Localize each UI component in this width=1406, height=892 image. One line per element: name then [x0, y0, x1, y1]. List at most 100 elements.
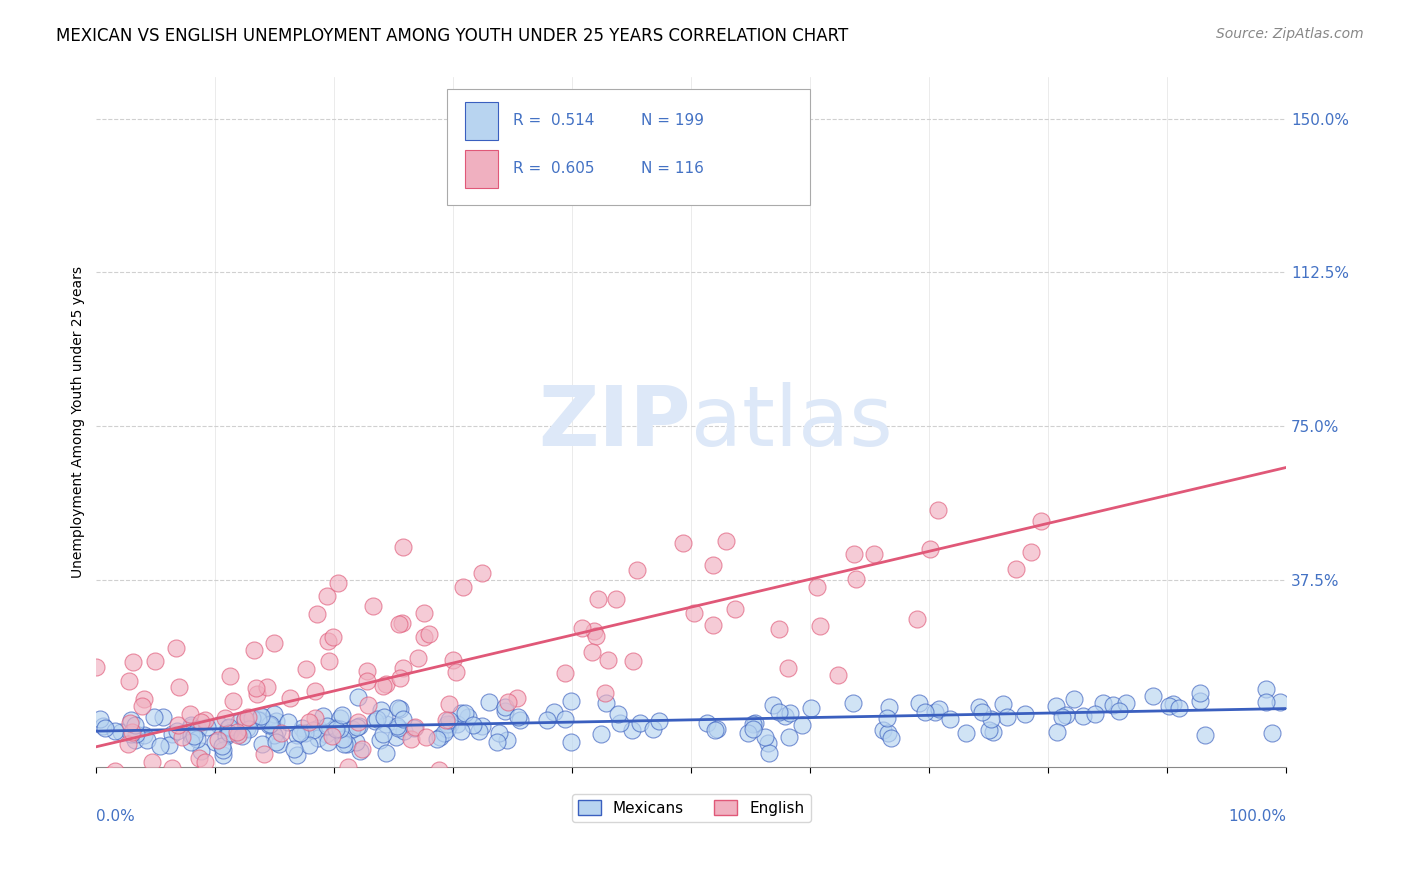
- Point: [366, 712, 388, 726]
- Point: [630, 715, 652, 730]
- Point: [744, 715, 766, 730]
- Point: [218, 726, 240, 740]
- Point: [404, 720, 426, 734]
- Point: [1029, 514, 1052, 528]
- Point: [696, 715, 718, 730]
- Point: [370, 703, 392, 717]
- Point: [433, 726, 456, 740]
- Point: [702, 558, 724, 572]
- Point: [536, 713, 558, 727]
- Point: [250, 737, 273, 751]
- Point: [955, 725, 977, 739]
- Point: [450, 706, 472, 720]
- Point: [135, 732, 157, 747]
- Point: [226, 728, 249, 742]
- Point: [509, 714, 531, 728]
- Point: [278, 691, 301, 706]
- Point: [287, 728, 309, 742]
- Point: [385, 719, 408, 733]
- Point: [704, 723, 727, 738]
- Point: [1163, 697, 1185, 711]
- Point: [162, 761, 184, 775]
- Point: [294, 726, 316, 740]
- Text: atlas: atlas: [692, 382, 893, 463]
- Point: [453, 580, 475, 594]
- Point: [104, 764, 127, 778]
- Point: [543, 705, 565, 719]
- Point: [967, 700, 990, 714]
- Point: [94, 721, 117, 735]
- Point: [194, 755, 217, 769]
- Point: [134, 691, 156, 706]
- Point: [219, 723, 242, 737]
- Point: [315, 726, 337, 740]
- Point: [495, 732, 517, 747]
- Point: [641, 722, 664, 736]
- Point: [808, 619, 831, 633]
- Point: [586, 592, 609, 607]
- Point: [180, 720, 202, 734]
- Point: [325, 722, 347, 736]
- Point: [149, 739, 172, 753]
- Point: [219, 669, 242, 683]
- Point: [918, 541, 941, 556]
- Point: [621, 654, 644, 668]
- Point: [118, 715, 141, 730]
- Point: [332, 731, 354, 746]
- Point: [436, 722, 458, 736]
- Point: [222, 694, 245, 708]
- Point: [468, 724, 491, 739]
- Point: [212, 747, 235, 762]
- Point: [373, 679, 395, 693]
- Legend: Mexicans, English: Mexicans, English: [571, 794, 811, 822]
- Point: [364, 714, 387, 728]
- Point: [368, 732, 391, 747]
- Point: [392, 541, 415, 555]
- Point: [125, 727, 148, 741]
- Bar: [465, 102, 499, 139]
- Point: [446, 665, 468, 680]
- Point: [470, 719, 492, 733]
- Point: [560, 694, 582, 708]
- Point: [506, 709, 529, 723]
- Point: [554, 665, 576, 680]
- Point: [152, 710, 174, 724]
- Point: [312, 709, 335, 723]
- Point: [246, 687, 269, 701]
- Point: [979, 713, 1001, 727]
- Point: [914, 705, 936, 719]
- Point: [120, 713, 142, 727]
- Point: [167, 718, 190, 732]
- Point: [298, 738, 321, 752]
- Point: [995, 710, 1018, 724]
- Point: [706, 723, 728, 737]
- Point: [250, 708, 273, 723]
- Point: [124, 733, 146, 747]
- Point: [1142, 690, 1164, 704]
- Point: [166, 723, 188, 738]
- Point: [86, 660, 108, 674]
- Point: [323, 721, 346, 735]
- Point: [1256, 681, 1278, 696]
- Point: [270, 726, 292, 740]
- Point: [554, 712, 576, 726]
- Point: [457, 709, 479, 723]
- Point: [391, 712, 413, 726]
- Point: [863, 547, 886, 561]
- Point: [714, 533, 737, 548]
- Point: [218, 720, 240, 734]
- Point: [779, 706, 801, 720]
- Point: [346, 690, 368, 705]
- Point: [1159, 698, 1181, 713]
- Point: [277, 714, 299, 729]
- Point: [291, 721, 314, 735]
- Point: [758, 746, 780, 760]
- Point: [183, 729, 205, 743]
- Point: [593, 686, 616, 700]
- Point: [162, 727, 184, 741]
- Point: [560, 735, 582, 749]
- Point: [180, 717, 202, 731]
- Point: [121, 725, 143, 739]
- Point: [263, 636, 285, 650]
- Point: [165, 640, 187, 655]
